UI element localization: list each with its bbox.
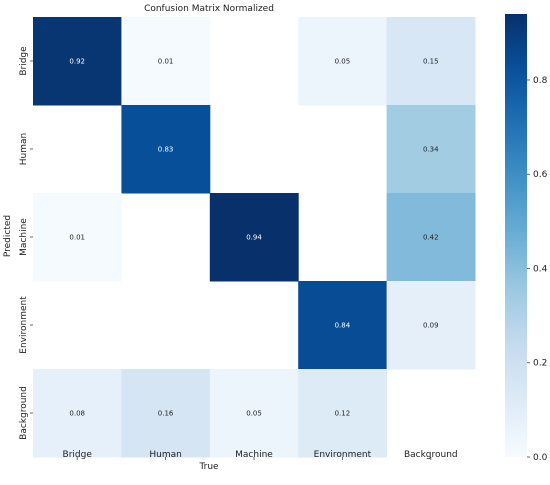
x-tick-label: Machine <box>235 450 273 460</box>
heatmap-cell <box>121 105 211 194</box>
colorbar: 0.0 0.2 0.4 0.6 0.8 <box>505 14 548 463</box>
colorbar-tick-label: 0.0 <box>533 453 548 463</box>
heatmap-cell <box>298 281 388 370</box>
x-tick-label: Environment <box>314 450 372 460</box>
heatmap-cell <box>121 17 211 106</box>
cell-value-label: 0.42 <box>423 234 439 242</box>
heatmap-cell <box>298 369 388 458</box>
cell-value-label: 0.05 <box>246 410 262 418</box>
heatmap-cell <box>386 193 476 282</box>
x-tick-labels: Bridge Human Machine Environment Background <box>63 450 458 460</box>
cell-value-label: 0.16 <box>158 410 174 418</box>
heatmap-cell <box>298 17 388 106</box>
y-tick-label: Background <box>19 386 29 440</box>
colorbar-tick-label: 0.6 <box>533 170 548 180</box>
heatmap-cell <box>33 17 122 106</box>
y-tick-label: Machine <box>19 218 29 256</box>
cell-value-label: 0.15 <box>423 58 439 66</box>
cell-value-label: 0.83 <box>158 146 174 154</box>
cell-value-label: 0.08 <box>69 410 85 418</box>
cell-value-label: 0.09 <box>423 322 439 330</box>
heatmap-cells <box>33 17 476 458</box>
y-tick-label: Environment <box>19 296 29 354</box>
heatmap-cell <box>33 193 122 282</box>
colorbar-tick-label: 0.4 <box>533 264 548 274</box>
cell-value-label: 0.12 <box>335 410 351 418</box>
y-tick-labels: Bridge Human Machine Environment Background <box>19 46 33 440</box>
y-axis-label: Predicted <box>3 215 13 257</box>
y-tick-label: Bridge <box>19 46 29 76</box>
cell-value-label: 0.01 <box>158 58 174 66</box>
cell-value-label: 0.92 <box>69 58 85 66</box>
colorbar-tick-label: 0.8 <box>533 76 548 86</box>
colorbar-gradient <box>505 14 527 457</box>
x-tick-label: Human <box>149 450 181 460</box>
heatmap-cell <box>386 17 476 106</box>
heatmap-cell <box>209 193 299 282</box>
x-tick-label: Background <box>404 450 458 460</box>
cell-value-label: 0.34 <box>423 146 439 154</box>
x-tick-label: Bridge <box>63 450 93 460</box>
cell-value-label: 0.01 <box>69 234 85 242</box>
colorbar-tick-label: 0.2 <box>533 359 547 369</box>
heatmap-cell-labels: 0.92 0.01 0.05 0.15 0.83 0.34 0.01 0.94 0.42 0.84… <box>69 58 439 418</box>
chart-title: Confusion Matrix Normalized <box>144 4 274 14</box>
heatmap-cell <box>386 105 476 194</box>
cell-value-label: 0.94 <box>246 234 262 242</box>
heatmap-cell <box>33 369 122 458</box>
heatmap-cell <box>121 369 211 458</box>
x-axis-label: True <box>198 462 219 472</box>
heatmap-cell <box>386 281 476 370</box>
heatmap-cell <box>209 369 299 458</box>
y-tick-label: Human <box>19 133 29 165</box>
cell-value-label: 0.05 <box>335 58 351 66</box>
cell-value-label: 0.84 <box>335 322 351 330</box>
